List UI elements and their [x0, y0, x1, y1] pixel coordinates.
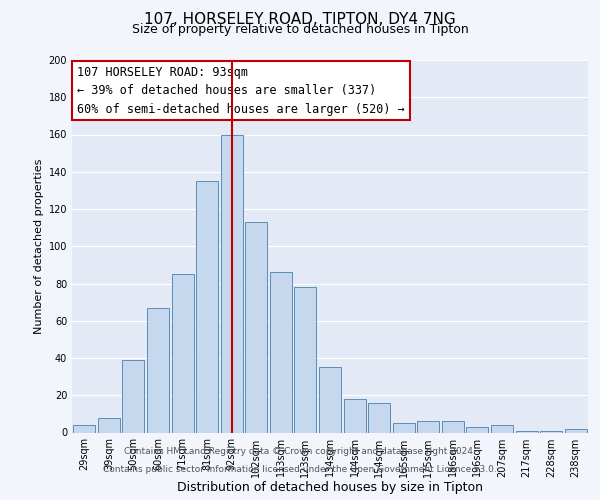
Bar [344, 399, 365, 432]
Bar [172, 274, 194, 432]
Bar [540, 430, 562, 432]
X-axis label: Distribution of detached houses by size in Tipton: Distribution of detached houses by size … [177, 481, 483, 494]
Bar [196, 181, 218, 432]
Bar [147, 308, 169, 432]
Bar [392, 423, 415, 432]
Text: Contains HM Land Registry data © Crown copyright and database right 2024.: Contains HM Land Registry data © Crown c… [124, 448, 476, 456]
Bar [417, 422, 439, 432]
Text: Size of property relative to detached houses in Tipton: Size of property relative to detached ho… [131, 22, 469, 36]
Text: Contains public sector information licensed under the Open Government Licence v3: Contains public sector information licen… [103, 465, 497, 474]
Bar [491, 425, 513, 432]
Bar [245, 222, 268, 432]
Bar [319, 368, 341, 432]
Bar [565, 429, 587, 432]
Bar [122, 360, 145, 432]
Bar [295, 287, 316, 432]
Bar [466, 427, 488, 432]
Bar [73, 425, 95, 432]
Bar [221, 134, 243, 432]
Text: 107 HORSELEY ROAD: 93sqm
← 39% of detached houses are smaller (337)
60% of semi-: 107 HORSELEY ROAD: 93sqm ← 39% of detach… [77, 66, 405, 116]
Bar [270, 272, 292, 432]
Bar [442, 422, 464, 432]
Bar [515, 430, 538, 432]
Text: 107, HORSELEY ROAD, TIPTON, DY4 7NG: 107, HORSELEY ROAD, TIPTON, DY4 7NG [144, 12, 456, 28]
Bar [368, 402, 390, 432]
Y-axis label: Number of detached properties: Number of detached properties [34, 158, 44, 334]
Bar [98, 418, 120, 432]
